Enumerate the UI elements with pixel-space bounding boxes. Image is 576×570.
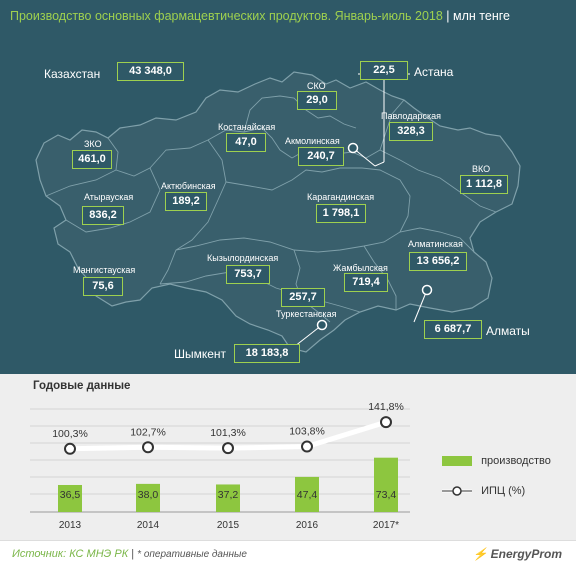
legend-production: производство <box>442 455 551 467</box>
region-label-pavlodar: Павлодарская <box>381 111 441 121</box>
bar-label: 47,4 <box>297 489 318 501</box>
region-label-akmola: Акмолинская <box>285 136 340 146</box>
x-tick-label: 2013 <box>59 520 82 531</box>
region-value-pavlodar: 328,3 <box>389 122 433 141</box>
annual-chart: 36,5 2013 38,0 2014 37,2 2015 47,4 2016 73,4 2017… <box>30 401 410 531</box>
region-value-zhambyl: 719,4 <box>344 273 388 292</box>
x-tick-label: 2016 <box>296 520 319 531</box>
almaty-label: Алматы <box>486 324 530 338</box>
region-label-zhambyl: Жамбылская <box>333 263 388 273</box>
country-value: 43 348,0 <box>117 62 184 81</box>
region-label-vko: ВКО <box>472 164 491 174</box>
country-shape <box>35 71 521 353</box>
x-tick-label: 2015 <box>217 520 240 531</box>
title-unit: млн тенге <box>453 9 510 23</box>
legend-production-swatch <box>442 456 472 467</box>
bar-label: 37,2 <box>218 489 239 501</box>
brand-logo: ⚡ EnergyProm <box>473 547 562 561</box>
region-value-karaganda: 1 798,1 <box>316 204 366 223</box>
region-label-atyrau: Атырауская <box>84 192 134 202</box>
cpi-point <box>222 442 234 455</box>
cpi-label: 101,3% <box>210 427 246 439</box>
astana-marker <box>347 142 359 154</box>
bar-2015 <box>216 484 240 512</box>
region-value-sko: 29,0 <box>297 91 337 110</box>
region-label-aktobe: Актюбинская <box>161 181 216 191</box>
region-label-karaganda: Карагандинская <box>307 192 375 202</box>
region-label-turkestan: Туркестанская <box>276 309 337 319</box>
legend-production-label: производство <box>481 455 551 467</box>
source-label: Источник: КС МНЭ РК <box>12 548 129 560</box>
footer <box>0 540 576 570</box>
cpi-point <box>142 441 154 454</box>
bar-label: 38,0 <box>138 489 159 501</box>
region-value-turkestan: 257,7 <box>281 288 325 307</box>
cpi-label: 103,8% <box>289 426 325 438</box>
region-value-kyzylorda: 753,7 <box>226 265 270 284</box>
shymkent-value: 18 183,8 <box>234 344 300 363</box>
region-value-almaty-region: 13 656,2 <box>409 252 467 271</box>
title-text: Производство основных фармацевтических п… <box>10 9 443 23</box>
region-label-almaty-region: Алматинская <box>408 239 463 249</box>
cpi-point <box>301 440 313 453</box>
x-tick-label: 2017* <box>373 520 399 531</box>
region-value-atyrau: 836,2 <box>82 206 124 225</box>
legend-cpi-swatch <box>442 486 472 496</box>
bar-label: 36,5 <box>60 489 81 501</box>
brand-name: EnergyProm <box>490 547 562 561</box>
shymkent-marker <box>316 319 328 331</box>
legend-cpi-label: ИПЦ (%) <box>481 485 526 497</box>
region-value-vko: 1 112,8 <box>460 175 508 194</box>
bar-label: 73,4 <box>376 489 397 501</box>
shymkent-label: Шымкент <box>174 347 227 361</box>
cpi-label: 141,8% <box>368 401 404 413</box>
region-label-kyzylorda: Кызылординская <box>207 253 279 263</box>
bar-2014 <box>136 483 160 512</box>
region-value-aktobe: 189,2 <box>165 192 207 211</box>
cpi-label: 102,7% <box>130 426 166 438</box>
cpi-point <box>64 442 76 455</box>
region-label-kostanay: Костанайская <box>218 122 276 132</box>
almaty-value: 6 687,7 <box>424 320 482 339</box>
page-title: Производство основных фармацевтических п… <box>10 9 510 23</box>
bar-2016 <box>295 476 319 512</box>
almaty-marker <box>421 284 433 296</box>
region-value-zko: 461,0 <box>72 150 112 169</box>
region-label-zko: ЗКО <box>84 139 102 149</box>
annual-title: Годовые данные <box>33 380 131 392</box>
region-label-sko: СКО <box>307 81 326 91</box>
cpi-point <box>380 416 392 429</box>
source: Источник: КС МНЭ РК | * оперативные данн… <box>12 548 247 560</box>
bolt-icon: ⚡ <box>472 547 488 561</box>
kazakhstan-map <box>35 71 521 353</box>
footnote: * оперативные данные <box>137 549 247 560</box>
x-tick-label: 2014 <box>137 520 160 531</box>
cpi-label: 100,3% <box>52 428 88 440</box>
region-value-akmola: 240,7 <box>298 147 344 166</box>
region-value-kostanay: 47,0 <box>226 133 266 152</box>
astana-label: Астана <box>414 65 454 79</box>
astana-value: 22,5 <box>360 61 408 80</box>
bar-2017* <box>374 457 398 512</box>
region-value-mangistau: 75,6 <box>83 277 123 296</box>
legend-cpi: ИПЦ (%) <box>442 485 525 497</box>
bar-2013 <box>58 484 82 512</box>
region-label-mangistau: Мангистауская <box>73 265 136 275</box>
country-label: Казахстан <box>44 67 101 81</box>
